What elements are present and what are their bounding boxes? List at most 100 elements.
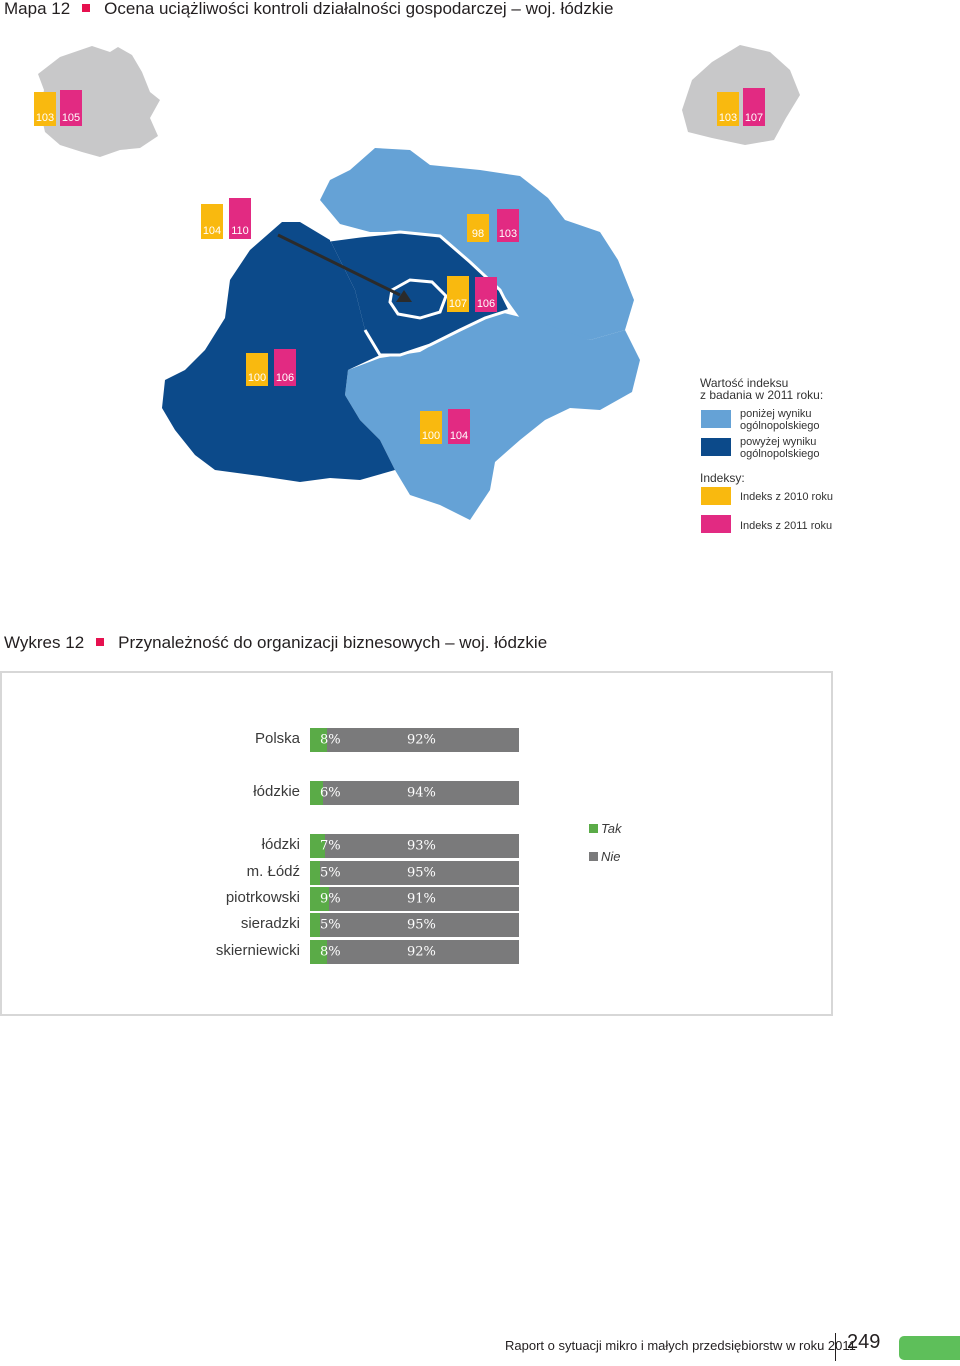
chart-heading: Wykres 12 Przynależność do organizacji bi…: [4, 633, 547, 653]
map-title: Ocena uciążliwości kontroli działalności…: [104, 0, 614, 18]
category-label: sieradzki: [240, 915, 300, 932]
page-number: 249: [847, 1331, 881, 1353]
region-piotrkowski: [345, 312, 640, 520]
bar-poland-2011: 105: [60, 90, 82, 126]
bar-nie: 5% 95%: [310, 913, 519, 937]
nie-value-label: 92%: [407, 944, 436, 960]
bar-nie: 5% 95%: [310, 861, 519, 885]
bar-tak: [310, 913, 321, 937]
legend-below-line: poniżej wyniku: [740, 408, 812, 420]
bar-tak: [310, 940, 327, 964]
nie-value-label: 93%: [407, 838, 436, 854]
bar-sieradzki-2011: 106: [274, 349, 296, 386]
value-label: 103: [35, 112, 55, 124]
value-label: 100: [421, 430, 441, 442]
bar-tak: [310, 834, 325, 858]
legend-2010: Indeks z 2010 roku: [740, 491, 833, 503]
bullet-square-icon: [96, 638, 105, 646]
legend-below-line: ogólnopolskiego: [740, 420, 820, 432]
value-label: 103: [498, 228, 518, 240]
value-label: 107: [744, 112, 764, 124]
legend-tak: Tak: [589, 821, 621, 836]
legend-tak-swatch: [589, 824, 598, 833]
legend-title-line: Wartość indeksu: [700, 376, 789, 390]
chart-number: Wykres 12: [4, 633, 85, 652]
value-label: 103: [718, 112, 738, 124]
chart-title: Przynależność do organizacji biznesowych…: [118, 633, 548, 652]
footer-green-tab: [899, 1336, 960, 1360]
value-label: 100: [247, 372, 267, 384]
bar-lodzki-2010: 104: [201, 204, 223, 239]
legend-above-line: ogólnopolskiego: [740, 448, 820, 460]
arrow-head-icon: [396, 290, 412, 302]
legend-below: poniżej wyniku ogólnopolskiego: [740, 408, 820, 432]
legend-above-line: powyżej wyniku: [740, 436, 817, 448]
legend-tak-label: Tak: [601, 821, 622, 836]
tak-value-label: 8%: [320, 732, 341, 748]
map-legend-title: Wartość indeksu z badania w 2011 roku:: [700, 377, 823, 401]
legend-nie: Nie: [589, 849, 621, 864]
value-label: 105: [61, 112, 81, 124]
bar-nie: 9% 91%: [310, 887, 519, 911]
value-label: 106: [275, 372, 295, 384]
footer-text: Raport o sytuacji mikro i małych przedsi…: [505, 1338, 856, 1353]
region-skierniewicki: [320, 148, 634, 340]
tak-value-label: 7%: [320, 838, 341, 854]
bar-poland-2010: 103: [34, 92, 56, 126]
legend-nie-swatch: [589, 852, 598, 861]
legend-indices-title: Indeksy:: [700, 471, 745, 485]
bar-lodzkie-2010: 103: [717, 92, 739, 126]
poland-outline: [38, 46, 160, 157]
bar-nie: 6% 94%: [310, 781, 519, 805]
category-label: skierniewicki: [215, 942, 300, 959]
bar-skierniewicki-2010: 98: [467, 214, 489, 242]
bar-piotrkowski-2011: 104: [448, 409, 470, 444]
footer-divider: [835, 1333, 836, 1361]
category-label: łódzki: [261, 836, 300, 853]
bar-tak: [310, 861, 321, 885]
legend-nie-label: Nie: [601, 849, 621, 864]
category-label: piotrkowski: [225, 889, 300, 906]
bar-m-lodz-2011: 106: [475, 277, 497, 312]
lodzkie-outline: [682, 45, 800, 145]
map-number: Mapa 12: [4, 0, 71, 18]
value-label: 104: [449, 430, 469, 442]
bar-sieradzki-2010: 100: [246, 353, 268, 386]
value-label: 104: [202, 225, 222, 237]
bar-skierniewicki-2011: 103: [497, 209, 519, 242]
tak-value-label: 9%: [320, 891, 341, 907]
map-heading: Mapa 12 Ocena uciążliwości kontroli dział…: [4, 0, 613, 19]
nie-value-label: 95%: [407, 917, 436, 933]
bar-tak: [310, 728, 327, 752]
bar-nie: 7% 93%: [310, 834, 519, 858]
bullet-square-icon: [82, 4, 91, 12]
value-label: 107: [448, 298, 468, 310]
nie-value-label: 92%: [407, 732, 436, 748]
legend-above: powyżej wyniku ogólnopolskiego: [740, 436, 820, 460]
bar-piotrkowski-2010: 100: [420, 411, 442, 444]
category-label: m. Łódź: [246, 863, 300, 880]
bar-nie: 8% 92%: [310, 940, 519, 964]
region-m-lodz: [388, 278, 448, 320]
value-label: 110: [231, 225, 249, 237]
bar-lodzkie-2011: 107: [743, 88, 765, 126]
legend-swatch-above: [701, 438, 731, 456]
bar-lodzki-2011: 110: [229, 198, 251, 239]
legend-title-line: z badania w 2011 roku:: [700, 388, 824, 402]
bar-tak: [310, 781, 323, 805]
tak-value-label: 5%: [320, 917, 341, 933]
nie-value-label: 94%: [407, 785, 436, 801]
tak-value-label: 6%: [320, 785, 341, 801]
value-label: 106: [476, 298, 496, 310]
tak-value-label: 5%: [320, 865, 341, 881]
nie-value-label: 95%: [407, 865, 436, 881]
legend-swatch-below: [701, 410, 731, 428]
map-graphic: [38, 45, 800, 520]
value-label: 98: [471, 228, 485, 240]
tak-value-label: 8%: [320, 944, 341, 960]
nie-value-label: 91%: [407, 891, 436, 907]
category-label: łódzkie: [253, 783, 300, 800]
bar-tak: [310, 887, 329, 911]
legend-2011: Indeks z 2011 roku: [740, 520, 833, 532]
legend-swatch-2011: [701, 515, 731, 533]
